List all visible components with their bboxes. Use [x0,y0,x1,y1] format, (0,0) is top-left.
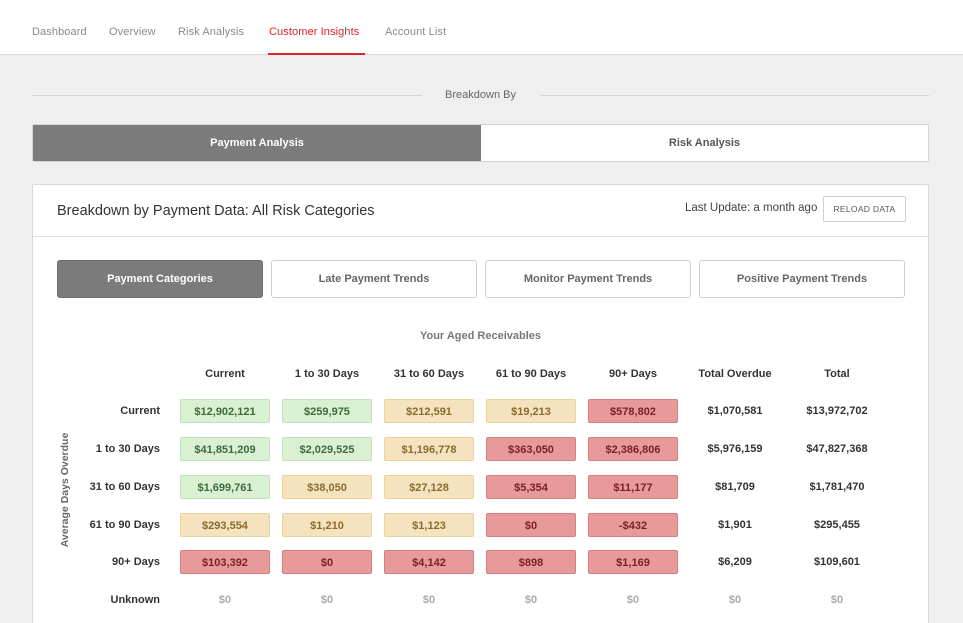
cell-1-30-total-overdue: $5,976,159 [707,443,763,455]
column-header: 31 to 60 Days [393,368,465,380]
cell-31-60-total-overdue: $81,709 [715,481,755,493]
row-header: Current [120,405,160,417]
row-header: 1 to 30 Days [95,443,160,455]
top-nav: Dashboard Overview Risk Analysis Custome… [0,0,963,55]
cell-1-30-61-90[interactable]: $363,050 [486,437,576,461]
cell-61-90-31-60[interactable]: $1,123 [384,513,474,537]
breakdown-divider: Breakdown By [32,88,929,102]
cell-unknown-31-60: $0 [422,594,436,606]
cell-90-plus-1-30[interactable]: $0 [282,550,372,574]
cell-31-60-total: $1,781,470 [809,481,865,493]
cell-unknown-total: $0 [830,594,844,606]
panel-title: Breakdown by Payment Data: All Risk Cate… [57,203,375,219]
cell-current-61-90[interactable]: $19,213 [486,399,576,423]
cell-1-30-total: $47,827,368 [806,443,868,455]
row-header: 61 to 90 Days [89,519,160,531]
cell-61-90-current[interactable]: $293,554 [180,513,270,537]
cell-current-current[interactable]: $12,902,121 [180,399,270,423]
cell-current-total: $13,972,702 [806,405,868,417]
cell-90-plus-90-plus[interactable]: $1,169 [588,550,678,574]
tab-risk-analysis[interactable]: Risk Analysis [178,26,245,38]
subtab-monitor-payment-trends[interactable]: Monitor Payment Trends [485,260,691,298]
cell-31-60-61-90[interactable]: $5,354 [486,475,576,499]
cell-current-1-30[interactable]: $259,975 [282,399,372,423]
cell-31-60-1-30[interactable]: $38,050 [282,475,372,499]
last-update-text: Last Update: a month ago [685,202,818,214]
cell-61-90-total: $295,455 [814,519,860,531]
subtab-positive-payment-trends[interactable]: Positive Payment Trends [699,260,905,298]
tab-customer-insights[interactable]: Customer Insights [269,26,360,38]
grid-title: Your Aged Receivables [419,330,542,342]
cell-61-90-1-30[interactable]: $1,210 [282,513,372,537]
cell-unknown-90-plus: $0 [626,594,640,606]
tab-overview[interactable]: Overview [109,26,156,38]
cell-unknown-1-30: $0 [320,594,334,606]
cell-31-60-current[interactable]: $1,699,761 [180,475,270,499]
breakdown-panel: Breakdown by Payment Data: All Risk Cate… [32,184,929,623]
divider-line [540,95,929,96]
tab-account-list[interactable]: Account List [385,26,447,38]
divider-line [32,95,422,96]
active-tab-indicator [268,53,365,55]
row-header: 31 to 60 Days [89,481,160,493]
subtab-payment-categories[interactable]: Payment Categories [57,260,263,298]
column-header: Total [824,368,850,380]
breakdown-label: Breakdown By [445,89,516,101]
subtab-late-payment-trends[interactable]: Late Payment Trends [271,260,477,298]
reload-data-button[interactable]: RELOAD DATA [823,196,906,222]
column-header: 61 to 90 Days [495,368,567,380]
payment-analysis-option[interactable]: Payment Analysis [33,125,481,161]
row-header: Unknown [110,594,161,606]
breakdown-toggle: Payment Analysis Risk Analysis [32,124,929,162]
risk-analysis-option[interactable]: Risk Analysis [481,125,928,161]
row-header: 90+ Days [111,556,160,568]
column-header: Total Overdue [698,368,772,380]
column-header: 90+ Days [608,368,657,380]
cell-1-30-current[interactable]: $41,851,209 [180,437,270,461]
column-header: 1 to 30 Days [294,368,360,380]
cell-current-total-overdue: $1,070,581 [707,405,763,417]
cell-90-plus-31-60[interactable]: $4,142 [384,550,474,574]
cell-61-90-total-overdue: $1,901 [718,519,752,531]
cell-unknown-current: $0 [218,594,232,606]
cell-61-90-61-90[interactable]: $0 [486,513,576,537]
cell-1-30-90-plus[interactable]: $2,386,806 [588,437,678,461]
cell-90-plus-61-90[interactable]: $898 [486,550,576,574]
cell-90-plus-total: $109,601 [814,556,860,568]
cell-current-90-plus[interactable]: $578,802 [588,399,678,423]
cell-31-60-90-plus[interactable]: $11,177 [588,475,678,499]
tab-dashboard[interactable]: Dashboard [32,26,87,38]
panel-header: Breakdown by Payment Data: All Risk Cate… [33,185,928,237]
column-header: Current [205,368,245,380]
cell-61-90-90-plus[interactable]: -$432 [588,513,678,537]
cell-unknown-total-overdue: $0 [728,594,742,606]
cell-1-30-1-30[interactable]: $2,029,525 [282,437,372,461]
cell-90-plus-current[interactable]: $103,392 [180,550,270,574]
cell-current-31-60[interactable]: $212,591 [384,399,474,423]
cell-unknown-61-90: $0 [524,594,538,606]
cell-31-60-31-60[interactable]: $27,128 [384,475,474,499]
cell-90-plus-total-overdue: $6,209 [718,556,752,568]
cell-1-30-31-60[interactable]: $1,196,778 [384,437,474,461]
